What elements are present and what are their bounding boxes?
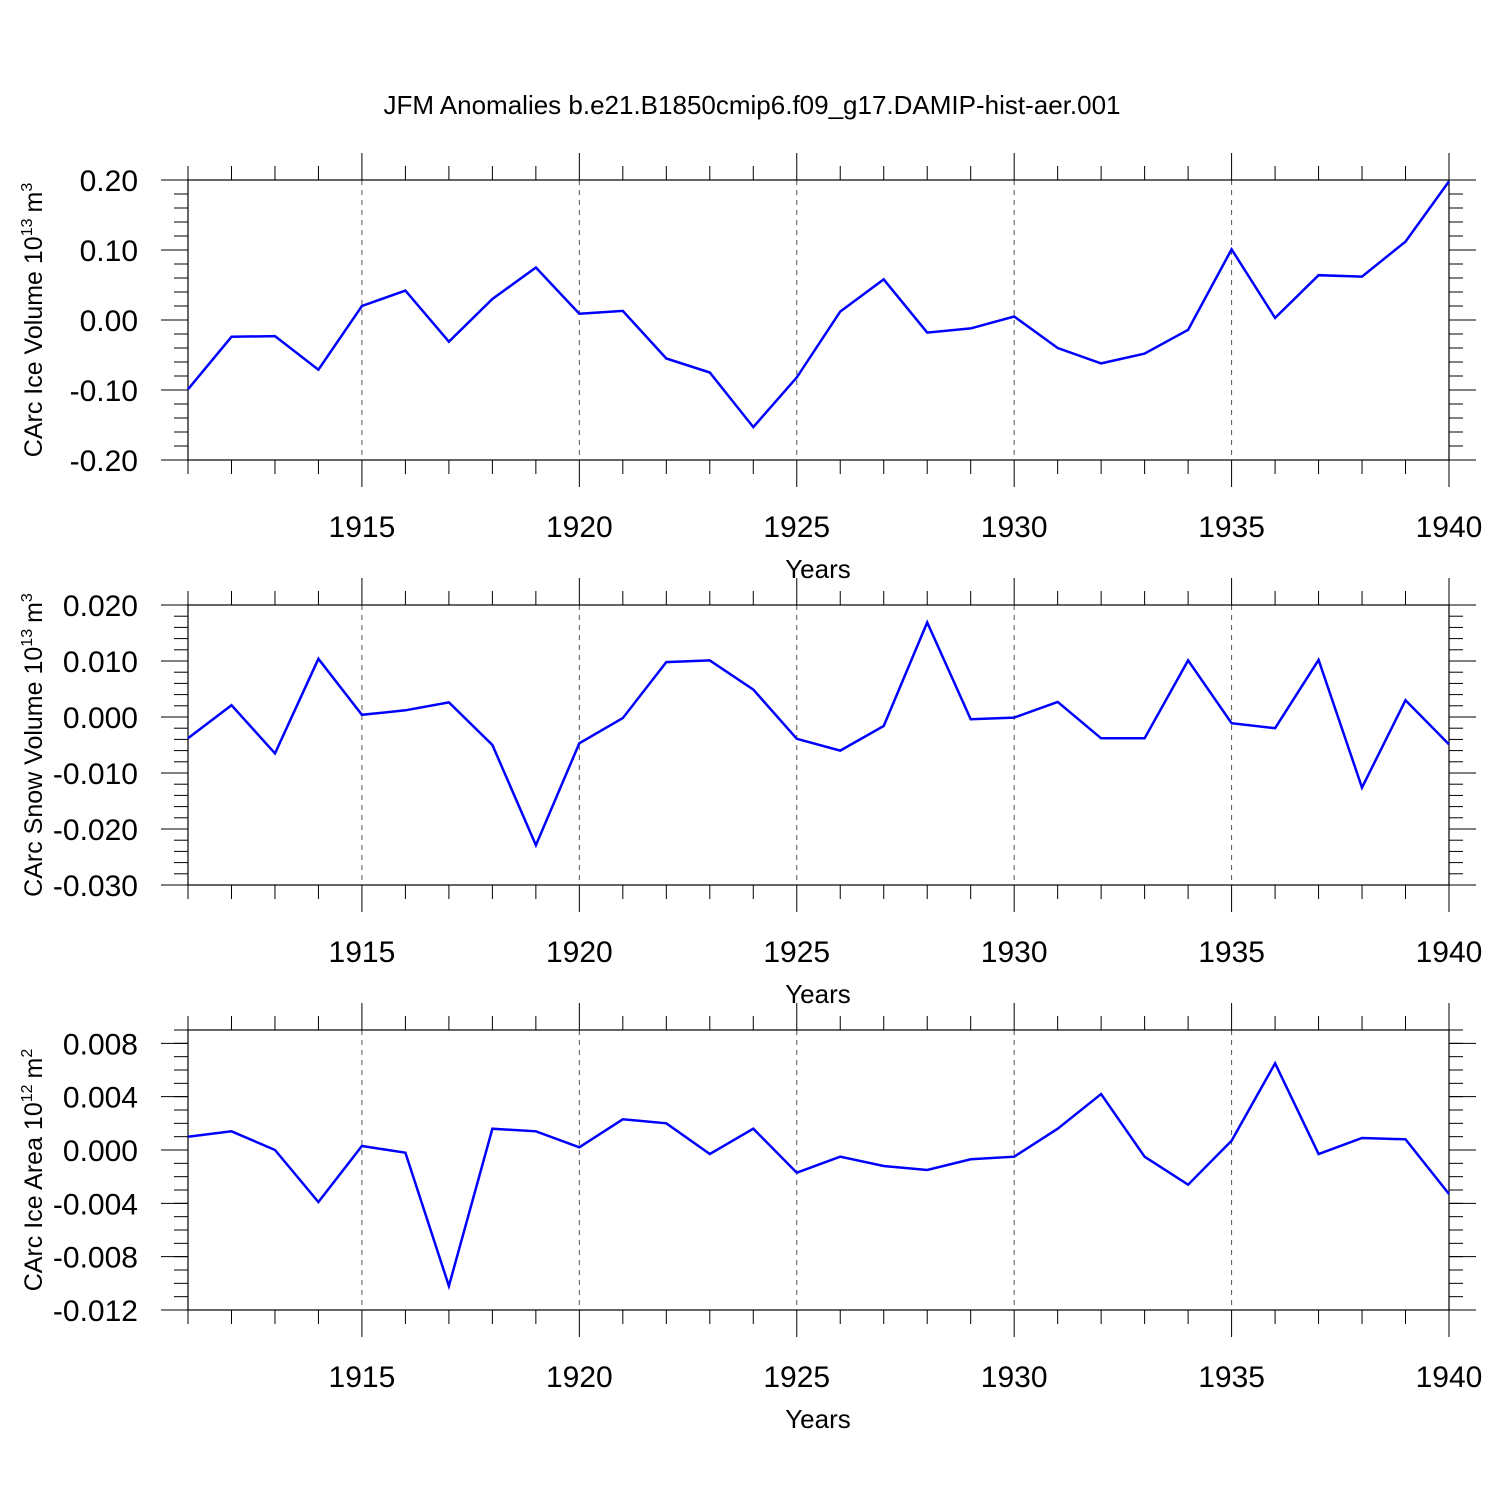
- y-tick-label: -0.030: [53, 870, 138, 903]
- y-tick-label: -0.008: [53, 1242, 138, 1275]
- x-axis-title: Years: [785, 554, 851, 584]
- y-axis-title-unit: m: [20, 192, 48, 213]
- y-axis-title-exponent: 13: [19, 218, 36, 236]
- y-axis-title-exponent: 12: [19, 1084, 36, 1102]
- y-tick-label: 0.008: [63, 1028, 138, 1061]
- y-tick-label: -0.010: [53, 758, 138, 791]
- x-tick-label: 1940: [1416, 511, 1483, 544]
- x-tick-label: 1915: [329, 511, 396, 544]
- series-line: [187, 1060, 1450, 1291]
- x-tick-label: 1920: [546, 936, 613, 969]
- y-axis-title-unit-exponent: 3: [19, 593, 36, 602]
- x-axis-title: Years: [785, 1404, 851, 1434]
- y-axis-title-unit-exponent: 3: [19, 183, 36, 192]
- x-tick-label: 1915: [329, 1361, 396, 1394]
- x-axis-title: Years: [785, 979, 851, 1009]
- y-tick-label: -0.020: [53, 814, 138, 847]
- x-tick-label: 1915: [329, 936, 396, 969]
- series-line: [187, 619, 1450, 849]
- x-tick-label: 1930: [981, 511, 1048, 544]
- y-tick-label: -0.012: [53, 1295, 138, 1328]
- x-tick-label: 1940: [1416, 1361, 1483, 1394]
- x-tick-label: 1940: [1416, 936, 1483, 969]
- x-tick-label: 1930: [981, 936, 1048, 969]
- x-tick-label: 1935: [1198, 936, 1265, 969]
- y-tick-label: 0.004: [63, 1082, 138, 1115]
- y-axis-title-unit: m: [20, 602, 48, 623]
- y-axis-title: CArc Snow Volume 1013 m3: [19, 593, 48, 897]
- figure-title: JFM Anomalies b.e21.B1850cmip6.f09_g17.D…: [383, 90, 1120, 120]
- chart-panel-3: 0.008 0.004 0.000 -0.004 -0.008 -0.012 1915 192…: [19, 1003, 1482, 1434]
- y-axis-title: CArc Ice Volume 1013 m3: [19, 183, 48, 458]
- y-axis-title-text: CArc Snow Volume 10: [20, 647, 48, 897]
- x-tick-label: 1920: [546, 1361, 613, 1394]
- y-tick-label: -0.20: [70, 445, 138, 478]
- y-axis-title-text: CArc Ice Volume 10: [20, 236, 48, 457]
- y-axis-title-unit: m: [20, 1058, 48, 1079]
- y-tick-label: 0.20: [80, 165, 138, 198]
- y-axis-title-exponent: 13: [19, 629, 36, 647]
- x-tick-label: 1935: [1198, 511, 1265, 544]
- y-tick-label: 0.000: [63, 702, 138, 735]
- chart-panel-1: 0.20 0.10 0.00 -0.10 -0.20 1915 1920 1925 1930 19…: [19, 153, 1482, 584]
- y-tick-label: 0.020: [63, 590, 138, 623]
- y-tick-label: 0.000: [63, 1135, 138, 1168]
- y-axis-title-text: CArc Ice Area 10: [20, 1102, 48, 1291]
- panels: 0.20 0.10 0.00 -0.10 -0.20 1915 1920 1925 1930 19…: [19, 153, 1482, 1434]
- x-tick-label: 1925: [763, 511, 830, 544]
- y-axis-title: CArc Ice Area 1012 m2: [19, 1049, 48, 1292]
- x-tick-label: 1920: [546, 511, 613, 544]
- y-tick-label: -0.10: [70, 375, 138, 408]
- y-tick-label: -0.004: [53, 1188, 138, 1221]
- series-line: [187, 180, 1451, 430]
- x-tick-label: 1930: [981, 1361, 1048, 1394]
- x-tick-label: 1925: [763, 936, 830, 969]
- y-tick-label: 0.10: [80, 235, 138, 268]
- y-axis-title-unit-exponent: 2: [19, 1049, 36, 1058]
- chart-panel-2: 0.020 0.010 0.000 -0.010 -0.020 -0.030 1915 192…: [19, 578, 1482, 1009]
- plot-frame: [187, 1029, 1450, 1311]
- y-tick-label: 0.010: [63, 646, 138, 679]
- x-tick-label: 1935: [1198, 1361, 1265, 1394]
- y-tick-label: 0.00: [80, 305, 138, 338]
- x-tick-label: 1925: [763, 1361, 830, 1394]
- plot-frame: [187, 604, 1450, 886]
